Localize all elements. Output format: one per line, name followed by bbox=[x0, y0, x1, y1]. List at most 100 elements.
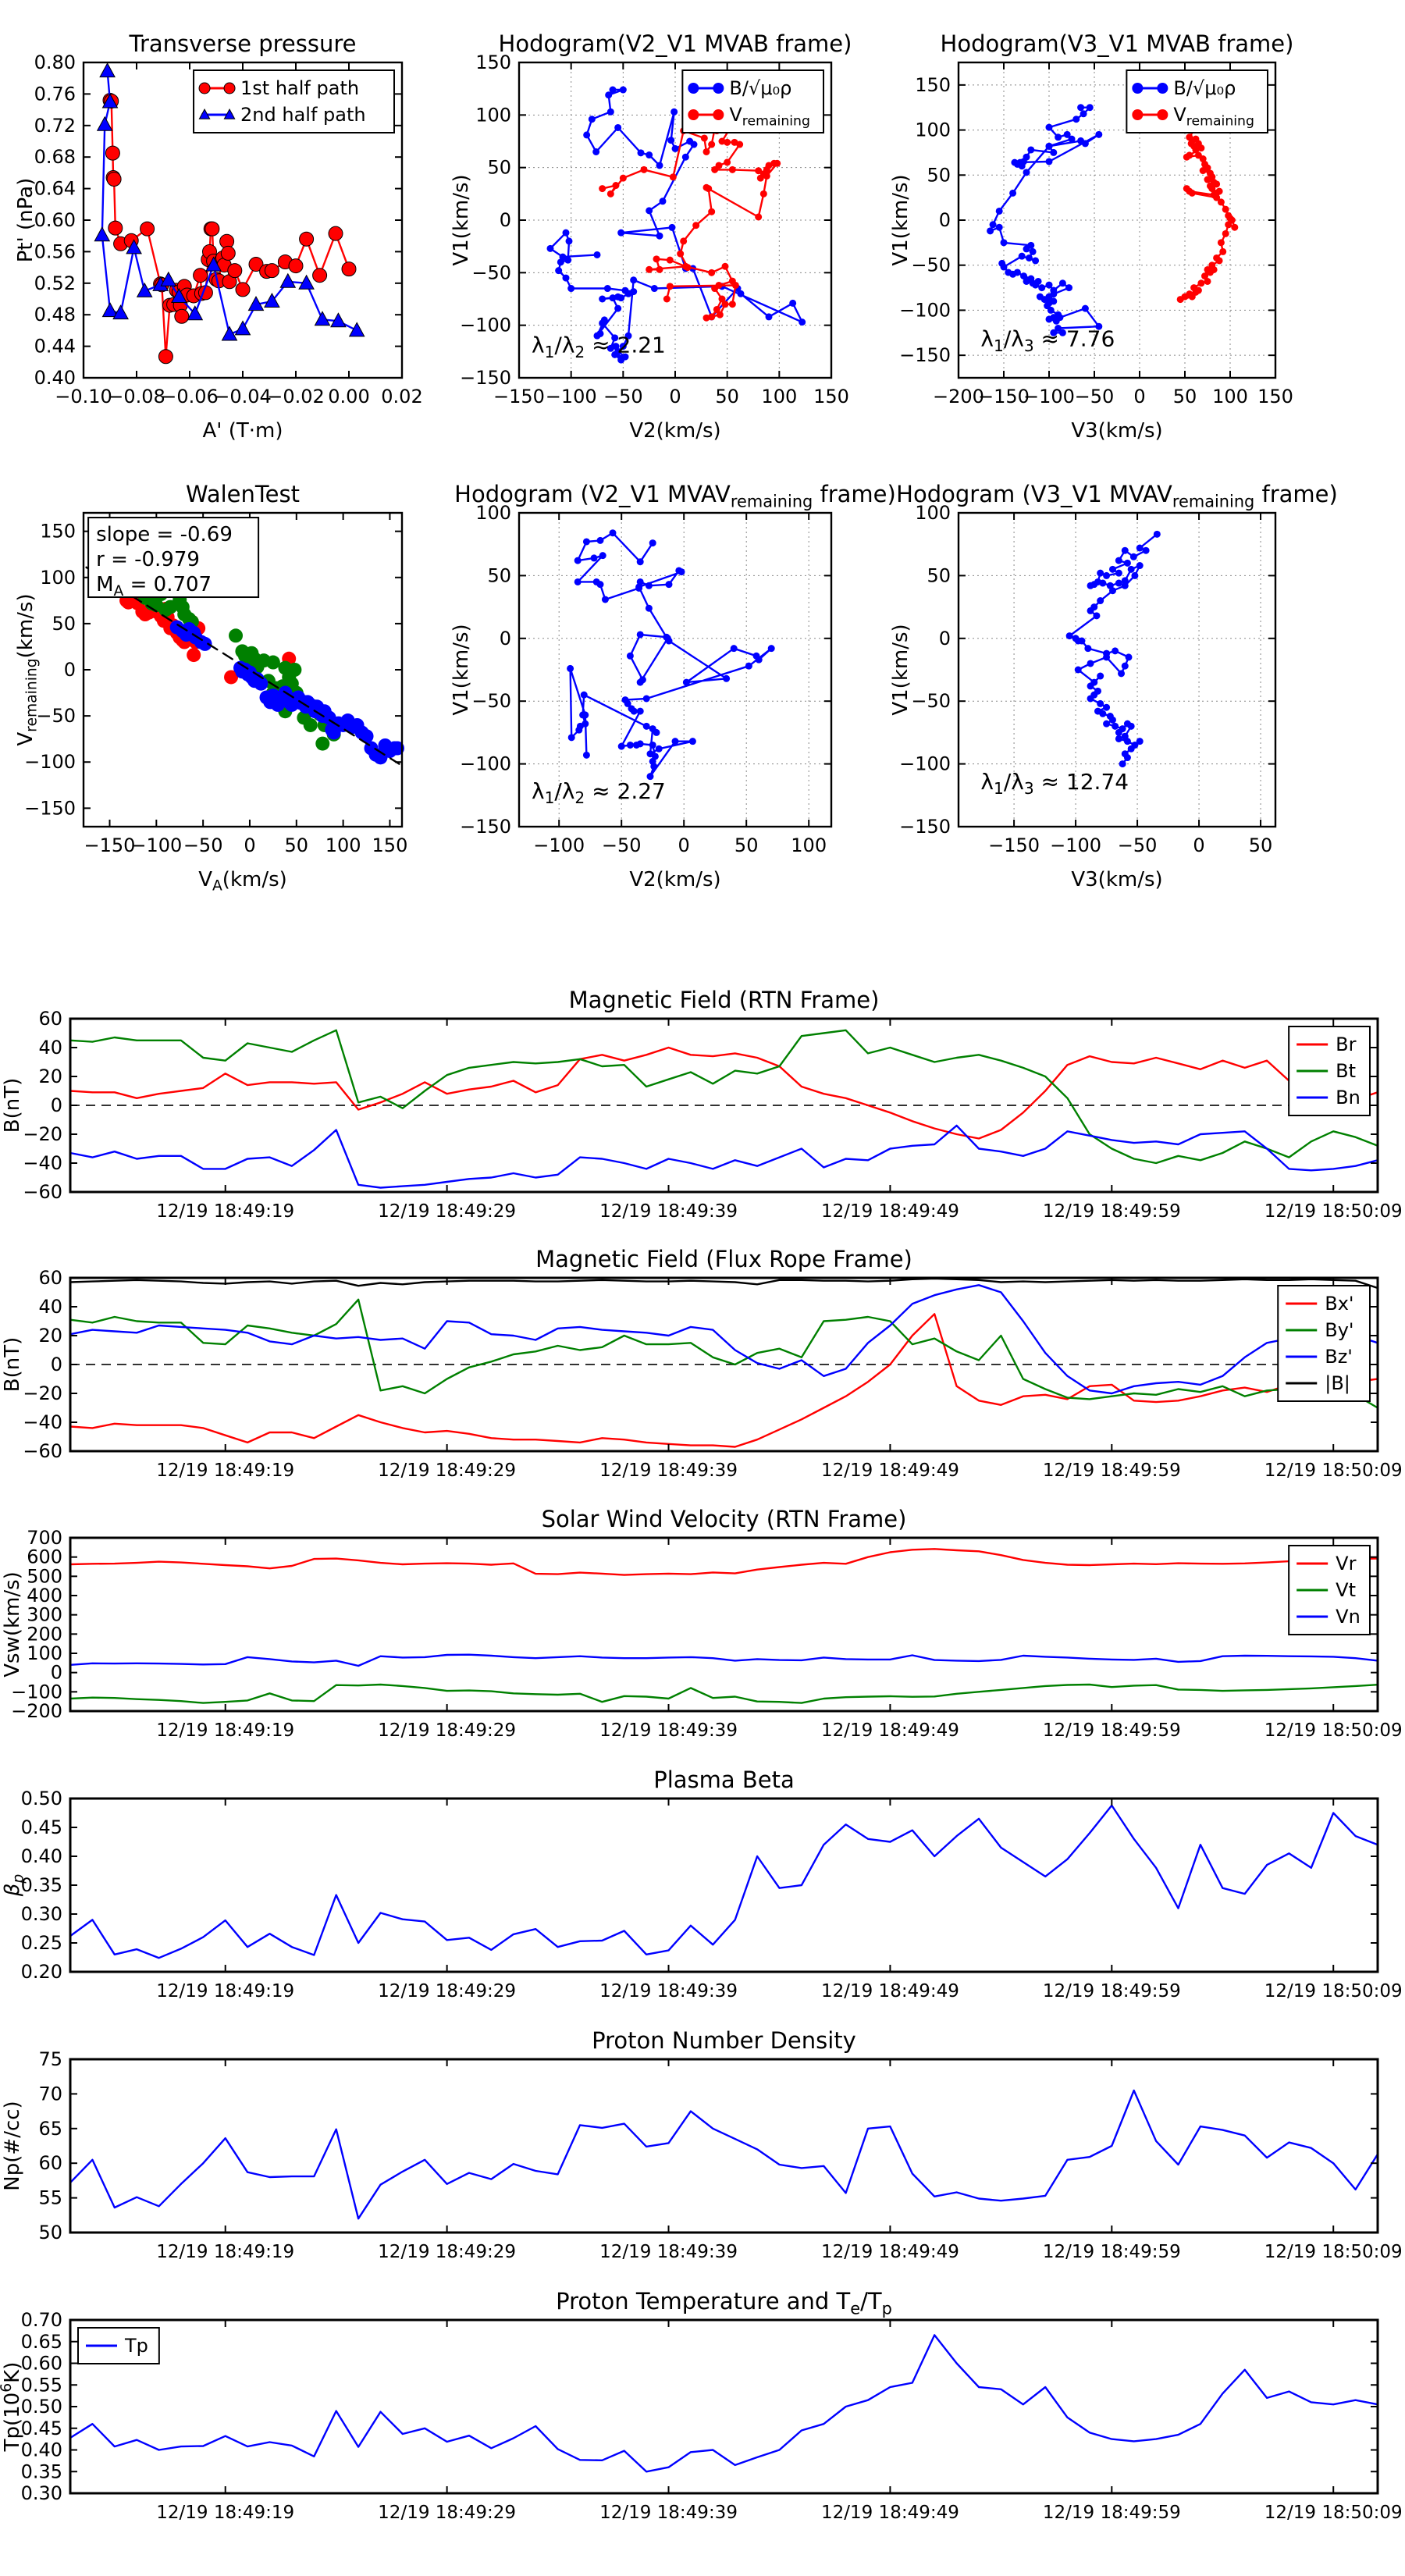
svg-text:12/19 18:49:49: 12/19 18:49:49 bbox=[821, 1720, 959, 1741]
svg-text:100: 100 bbox=[915, 502, 951, 524]
svg-text:−0.08: −0.08 bbox=[108, 386, 165, 407]
svg-text:100: 100 bbox=[475, 502, 511, 524]
svg-text:50: 50 bbox=[927, 164, 951, 186]
svg-text:50: 50 bbox=[285, 834, 309, 856]
svg-text:−60: −60 bbox=[23, 1440, 62, 1462]
svg-text:−50: −50 bbox=[911, 254, 951, 276]
svg-text:55: 55 bbox=[38, 2187, 62, 2209]
svg-text:−200: −200 bbox=[933, 386, 984, 407]
svg-text:0.40: 0.40 bbox=[21, 2439, 62, 2461]
svg-text:100: 100 bbox=[1212, 386, 1248, 407]
svg-text:0.45: 0.45 bbox=[21, 2418, 62, 2439]
svg-text:−100: −100 bbox=[460, 315, 511, 336]
series-v-remaining-hodogram bbox=[567, 529, 775, 781]
legend: 1st half path 2nd half path bbox=[193, 69, 395, 133]
series-bx- bbox=[69, 1313, 1379, 1448]
svg-text:150: 150 bbox=[813, 386, 849, 407]
panel-vsw-rtn: 12/19 18:49:19 12/19 18:49:29 12/19 18:49:… bbox=[1, 1506, 1403, 1741]
svg-text:−0.10: −0.10 bbox=[55, 386, 112, 407]
svg-text:−50: −50 bbox=[1118, 834, 1158, 856]
svg-text:−0.06: −0.06 bbox=[161, 386, 219, 407]
panel-title-hodogram-v2v1-mvav: Hodogram (V2_V1 MVAVremaining frame) bbox=[454, 481, 896, 511]
svg-text:−50: −50 bbox=[911, 690, 951, 712]
svg-text:0.40: 0.40 bbox=[34, 367, 76, 389]
info-box-line: slope = -0.69 bbox=[96, 523, 233, 546]
svg-text:75: 75 bbox=[38, 2048, 62, 2070]
svg-text:−50: −50 bbox=[471, 262, 511, 283]
legend-label: Br bbox=[1336, 1034, 1356, 1055]
svg-text:0.45: 0.45 bbox=[21, 1816, 62, 1838]
svg-text:−50: −50 bbox=[36, 705, 76, 727]
legend-label: 2nd half path bbox=[240, 104, 366, 126]
svg-text:12/19 18:49:49: 12/19 18:49:49 bbox=[821, 1201, 959, 1222]
svg-text:−20: −20 bbox=[23, 1123, 62, 1145]
svg-text:12/19 18:49:39: 12/19 18:49:39 bbox=[599, 1461, 738, 1481]
svg-text:50: 50 bbox=[1173, 386, 1197, 407]
panel-title-mf-rtn: Magnetic Field (RTN Frame) bbox=[569, 987, 880, 1013]
panel-proton-temperature: 12/19 18:49:19 12/19 18:49:29 12/19 18:49:… bbox=[0, 2288, 1403, 2523]
svg-text:−60: −60 bbox=[23, 1181, 62, 1203]
svg-text:12/19 18:49:29: 12/19 18:49:29 bbox=[378, 2503, 516, 2523]
panel-plasma-beta: 12/19 18:49:19 12/19 18:49:29 12/19 18:49:… bbox=[1, 1767, 1403, 2001]
svg-text:12/19 18:49:49: 12/19 18:49:49 bbox=[821, 1981, 959, 2001]
svg-text:40: 40 bbox=[38, 1296, 62, 1318]
svg-text:600: 600 bbox=[27, 1546, 62, 1568]
svg-text:50: 50 bbox=[487, 157, 511, 179]
panel-title-proton-density: Proton Number Density bbox=[592, 2027, 856, 2054]
svg-text:V1(km/s): V1(km/s) bbox=[889, 624, 912, 715]
svg-text:20: 20 bbox=[38, 1066, 62, 1087]
panel-mf-fluxrope: 12/19 18:49:19 12/19 18:49:29 12/19 18:49:… bbox=[1, 1246, 1403, 1481]
series-vr bbox=[69, 1548, 1379, 1576]
panel-transverse-pressure: −0.10−0.08−0.06−0.04−0.02 0.00 0.02 0.40 0.4… bbox=[14, 30, 423, 443]
legend-label: Vremaining bbox=[729, 104, 810, 129]
svg-text:150: 150 bbox=[915, 74, 951, 96]
svg-text:12/19 18:49:19: 12/19 18:49:19 bbox=[156, 1720, 294, 1741]
panel-proton-density: 12/19 18:49:19 12/19 18:49:29 12/19 18:49:… bbox=[1, 2027, 1403, 2262]
svg-text:150: 150 bbox=[40, 521, 76, 543]
series-beta-p bbox=[69, 1804, 1379, 1959]
panel-hodogram-v3v1-mvav: −150 −100 −50 0 50 −150 −100 −50 0 50 100Hodogram … bbox=[889, 481, 1338, 891]
legend-label: By' bbox=[1325, 1319, 1353, 1341]
svg-text:65: 65 bbox=[38, 2118, 62, 2140]
svg-text:12/19 18:50:09: 12/19 18:50:09 bbox=[1264, 2503, 1403, 2523]
panel-title-walen-test: WalenTest bbox=[186, 481, 300, 507]
series-bz- bbox=[69, 1284, 1379, 1395]
svg-text:12/19 18:49:39: 12/19 18:49:39 bbox=[599, 2242, 738, 2262]
svg-text:Tp(106K): Tp(106K) bbox=[0, 2362, 24, 2453]
svg-text:12/19 18:49:39: 12/19 18:49:39 bbox=[599, 1720, 738, 1741]
svg-text:12/19 18:49:19: 12/19 18:49:19 bbox=[156, 2503, 294, 2523]
svg-text:B(nT): B(nT) bbox=[1, 1337, 24, 1392]
svg-text:50: 50 bbox=[735, 834, 759, 856]
svg-text:0.64: 0.64 bbox=[34, 178, 76, 200]
svg-text:150: 150 bbox=[1257, 386, 1293, 407]
annotation: λ1/λ2 ≈ 2.21 bbox=[532, 333, 666, 361]
panel-hodogram-v3v1-mvab: −200−150−100 −50 0 50 100 150−150−100−5005010… bbox=[889, 30, 1293, 443]
svg-text:V1(km/s): V1(km/s) bbox=[450, 624, 473, 715]
svg-text:12/19 18:50:09: 12/19 18:50:09 bbox=[1264, 1461, 1403, 1481]
annotation: λ1/λ3 ≈ 12.74 bbox=[980, 769, 1129, 798]
svg-text:0.56: 0.56 bbox=[34, 240, 76, 262]
svg-text:300: 300 bbox=[27, 1604, 62, 1626]
svg-text:Np(#/cc): Np(#/cc) bbox=[1, 2101, 24, 2190]
legend-label: Tp bbox=[124, 2335, 148, 2357]
svg-text:0.35: 0.35 bbox=[21, 1874, 62, 1896]
svg-text:0.00: 0.00 bbox=[328, 386, 369, 407]
svg-text:0.65: 0.65 bbox=[21, 2331, 62, 2353]
legend: Vr Vt Vn bbox=[1288, 1545, 1371, 1635]
series-bt bbox=[69, 1029, 1379, 1165]
svg-text:−100: −100 bbox=[899, 753, 951, 775]
svg-text:Pt' (nPa): Pt' (nPa) bbox=[14, 178, 37, 263]
annotation: λ1/λ2 ≈ 2.27 bbox=[532, 778, 666, 807]
svg-text:50: 50 bbox=[1249, 834, 1273, 856]
svg-text:12/19 18:49:19: 12/19 18:49:19 bbox=[156, 2242, 294, 2262]
svg-text:−150: −150 bbox=[493, 386, 545, 407]
svg-text:100: 100 bbox=[761, 386, 797, 407]
panel-title-transverse-pressure: Transverse pressure bbox=[129, 30, 357, 57]
svg-text:0.30: 0.30 bbox=[21, 1903, 62, 1925]
svg-text:0: 0 bbox=[1133, 386, 1145, 407]
panel-title-vsw-rtn: Solar Wind Velocity (RTN Frame) bbox=[542, 1506, 907, 1532]
svg-text:12/19 18:49:49: 12/19 18:49:49 bbox=[821, 1461, 959, 1481]
svg-text:0.60: 0.60 bbox=[21, 2353, 62, 2375]
svg-text:−150: −150 bbox=[460, 367, 511, 389]
